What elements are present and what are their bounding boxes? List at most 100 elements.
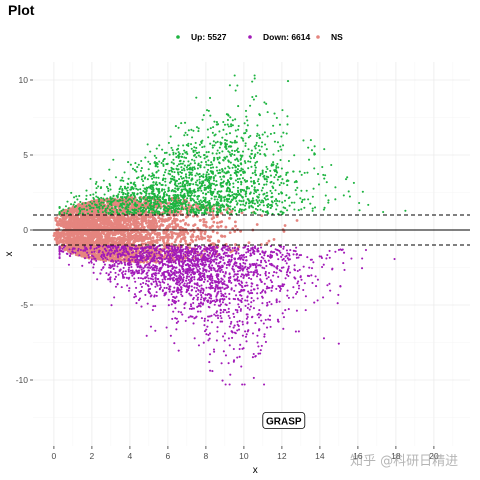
series-up-point <box>181 162 184 165</box>
ns-point <box>56 220 59 224</box>
ns-point <box>173 225 177 229</box>
ns-point <box>70 207 74 211</box>
series-up-point <box>200 182 203 185</box>
series-up-point <box>307 158 311 161</box>
series-up-point <box>227 125 230 128</box>
series-up-point <box>109 188 112 191</box>
series-up-point <box>269 174 273 177</box>
series-up-point <box>164 177 167 180</box>
series-up-point <box>190 206 193 209</box>
series-up-point <box>277 149 280 152</box>
series-up-point <box>105 211 108 214</box>
series-up-point <box>165 202 168 205</box>
series-up-point <box>259 153 262 156</box>
series-up-point <box>203 184 206 187</box>
series-up-point <box>205 175 208 178</box>
series-up-point <box>248 155 251 158</box>
series-up-point <box>235 173 238 176</box>
series-up-point <box>114 176 118 179</box>
ns-point <box>183 256 187 260</box>
series-up-point <box>137 163 140 166</box>
series-up-point <box>58 206 61 210</box>
series-up-point <box>239 154 242 157</box>
ns-point <box>84 230 88 234</box>
series-up-point <box>261 171 264 174</box>
series-up-point <box>206 155 209 158</box>
ns-point <box>188 242 192 245</box>
series-up-point <box>223 138 227 142</box>
series-up-point <box>111 197 114 200</box>
series-up-point <box>202 203 205 206</box>
ns-point <box>228 216 231 220</box>
series-up-point <box>187 160 190 163</box>
series-up-point <box>209 210 212 213</box>
series-up-point <box>287 197 290 200</box>
series-up-point <box>78 194 81 197</box>
series-up-point <box>170 209 174 212</box>
series-up-point <box>181 169 184 172</box>
series-up-point <box>276 178 279 181</box>
series-up-point <box>212 126 215 129</box>
series-up-point <box>225 155 228 158</box>
series-up-point <box>244 142 247 145</box>
ns-point <box>200 236 204 239</box>
series-up-point <box>215 121 218 124</box>
ns-point <box>144 242 147 246</box>
series-up-point <box>272 153 275 156</box>
series-up-point <box>239 190 243 193</box>
ns-point <box>99 236 103 240</box>
series-up-point <box>189 195 192 198</box>
series-up-point <box>303 171 306 174</box>
ns-point <box>124 238 128 241</box>
ns-point <box>109 220 112 224</box>
ns-point <box>211 224 214 228</box>
series-up-point <box>128 212 131 216</box>
series-up-point <box>224 157 227 160</box>
series-up-point <box>118 198 121 202</box>
series-up-point <box>65 212 68 215</box>
ns-point <box>80 220 84 224</box>
series-up-point <box>62 208 65 211</box>
ns-point <box>55 216 59 220</box>
ns-point <box>135 217 139 221</box>
series-up-point <box>251 172 254 175</box>
series-up-point <box>67 207 70 210</box>
series-up-point <box>258 134 261 137</box>
series-up-point <box>239 173 242 176</box>
series-up-point <box>158 192 161 195</box>
ns-point <box>203 236 207 240</box>
series-up-point <box>155 210 159 214</box>
series-up-point <box>204 197 207 200</box>
series-up-point <box>170 161 173 164</box>
series-up-point <box>187 142 190 145</box>
ns-point <box>133 238 137 241</box>
series-up-point <box>252 156 256 159</box>
series-up-point <box>264 198 267 201</box>
ns-point <box>128 238 132 242</box>
series-up-point <box>207 150 210 154</box>
series-up-point <box>91 202 94 205</box>
series-up-point <box>170 146 173 149</box>
series-up-point <box>88 205 92 208</box>
series-up-point <box>266 211 269 215</box>
series-up-point <box>238 211 241 214</box>
series-up-point <box>236 164 239 167</box>
series-up-point <box>158 205 161 208</box>
series-up-point <box>226 123 229 126</box>
series-up-point <box>180 208 183 211</box>
series-up-point <box>243 122 246 125</box>
series-up-point <box>177 197 180 200</box>
series-up-point <box>257 144 260 148</box>
ns-point <box>204 220 208 224</box>
series-up-point <box>263 101 266 104</box>
ns-point <box>112 225 115 229</box>
series-up-point <box>112 195 115 198</box>
series-up-point <box>213 198 216 201</box>
ns-point <box>136 245 140 249</box>
series-up-point <box>86 208 89 212</box>
series-up-point <box>228 180 231 184</box>
series-up-point <box>183 156 186 159</box>
series-up-point <box>219 141 222 144</box>
series-up-point <box>214 133 217 136</box>
